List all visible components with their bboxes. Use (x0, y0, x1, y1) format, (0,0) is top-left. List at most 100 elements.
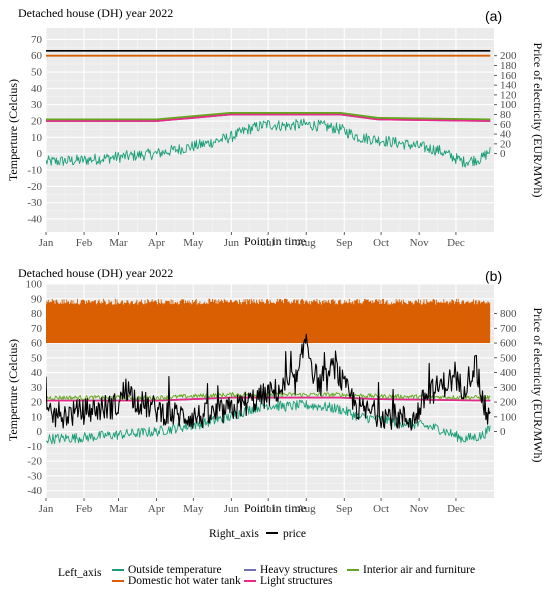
y-tick-label: -20 (27, 181, 42, 193)
x-tick-label: Feb (76, 237, 93, 249)
series-light (46, 396, 491, 402)
y-tick-label: 90 (31, 293, 43, 305)
x-tick-label: Jul (262, 237, 275, 249)
y-right-tick-label: 200 (500, 50, 517, 62)
x-tick-label: Apr (148, 237, 165, 249)
y-right-tick-label: 40 (500, 129, 512, 141)
y-right-tick-label: 80 (500, 109, 512, 121)
panel-a-tag: (a) (485, 8, 502, 24)
y-right-tick-label: 200 (500, 397, 517, 409)
y-right-tick-label: 400 (500, 367, 517, 379)
panel-b-ylabel: Temperture (Celcius) (6, 339, 20, 441)
series-group (46, 49, 491, 168)
panel-a-ylabel: Temperture (Celcius) (6, 79, 20, 181)
x-tick-label: Oct (373, 503, 389, 515)
y-tick-label: 30 (31, 382, 43, 394)
y-right-tick-label: 800 (500, 308, 517, 320)
y-tick-label: -40 (27, 213, 42, 225)
legend-label-light: Light structures (260, 575, 333, 587)
y-tick-label: -30 (27, 197, 42, 209)
panel-b-ylabel-right: Price of electricity (EUR/MWh) (531, 308, 545, 463)
y-tick-label: -10 (27, 441, 42, 453)
y-tick-label: -20 (27, 456, 42, 468)
y-right-tick-label: 100 (500, 99, 517, 111)
x-tick-label: Nov (410, 237, 429, 249)
legend-label-heavy: Heavy structures (260, 564, 338, 576)
x-tick-label: Jan (39, 237, 54, 249)
x-tick-label: Jun (224, 503, 240, 515)
legend-label-outside: Outside temperature (128, 564, 222, 576)
legend: Right_axis price Left_axis Outside tempe… (58, 528, 475, 587)
y-tick-label: 100 (26, 279, 43, 291)
panel-b-tag: (b) (485, 268, 502, 284)
y-tick-label: 50 (31, 352, 43, 364)
y-right-tick-label: 700 (500, 323, 517, 335)
y-tick-label: -40 (27, 485, 42, 497)
x-tick-label: Dec (447, 503, 465, 515)
x-tick-label: May (183, 237, 204, 249)
y-right-tick-label: 120 (500, 89, 517, 101)
legend-label-price: price (283, 528, 306, 540)
panel-b-title: Detached house (DH) year 2022 (18, 266, 173, 280)
y-tick-label: -30 (27, 470, 42, 482)
series-tank (46, 298, 491, 343)
y-right-tick-label: 140 (500, 80, 517, 92)
y-right-tick-label: 0 (500, 426, 506, 438)
y-tick-label: 70 (31, 34, 43, 46)
y-tick-label: 20 (31, 397, 43, 409)
x-tick-label: Dec (447, 237, 465, 249)
y-right-tick-label: 100 (500, 411, 517, 423)
y-right-tick-label: 300 (500, 382, 517, 394)
x-tick-label: Jun (224, 237, 240, 249)
panel-a-xlabel: Point in time (244, 234, 306, 248)
y-tick-label: 30 (31, 99, 43, 111)
y-tick-label: 60 (31, 50, 43, 62)
y-tick-label: 0 (37, 148, 43, 160)
x-tick-label: Aug (297, 503, 316, 515)
series-outside (46, 118, 491, 168)
panel-a-ylabel-right: Price of electricity (EUR/MWh) (531, 43, 545, 198)
series-outside (46, 399, 491, 445)
legend-left-axis-title: Left_axis (58, 567, 102, 579)
x-tick-label: Jan (39, 503, 54, 515)
y-tick-label: 0 (37, 426, 43, 438)
y-right-tick-label: 0 (500, 148, 506, 160)
y-right-tick-label: 500 (500, 352, 517, 364)
legend-right-axis-title: Right_axis (209, 528, 259, 540)
x-tick-label: Feb (76, 503, 93, 515)
x-tick-label: Sep (336, 237, 353, 249)
y-tick-label: -10 (27, 164, 42, 176)
panel-b-xlabel: Point in time (244, 501, 306, 515)
x-tick-label: Jul (262, 503, 275, 515)
y-right-tick-label: 160 (500, 70, 517, 82)
x-tick-label: Sep (336, 503, 353, 515)
y-right-tick-label: 600 (500, 338, 517, 350)
y-tick-label: 80 (31, 308, 43, 320)
legend-label-interior: Interior air and furniture (363, 564, 475, 576)
x-tick-label: Mar (109, 503, 128, 515)
y-tick-label: 70 (31, 323, 43, 335)
x-tick-label: Apr (148, 503, 165, 515)
y-tick-label: 50 (31, 67, 43, 79)
series-price (46, 333, 491, 431)
x-tick-label: Aug (297, 237, 316, 249)
panel-a-title: Detached house (DH) year 2022 (18, 6, 173, 20)
series-group (46, 298, 491, 445)
y-tick-label: 10 (31, 132, 43, 144)
x-tick-label: May (183, 503, 204, 515)
y-right-tick-label: 180 (500, 60, 517, 72)
y-right-tick-label: 20 (500, 138, 512, 150)
series-interior (46, 112, 491, 121)
panel-background (46, 28, 494, 232)
y-tick-label: 40 (31, 367, 43, 379)
y-tick-label: 10 (31, 411, 43, 423)
series-light (46, 113, 491, 122)
y-tick-label: 40 (31, 83, 43, 95)
y-tick-label: 20 (31, 116, 43, 128)
x-tick-label: Nov (410, 503, 429, 515)
legend-label-tank: Domestic hot water tank (128, 575, 241, 587)
plot-layer: -40 -30 -20 -10 0 10 20 30 40 50 60 70 Jan Feb Mar Apr M… (26, 28, 517, 515)
y-tick-label: 60 (31, 338, 43, 350)
